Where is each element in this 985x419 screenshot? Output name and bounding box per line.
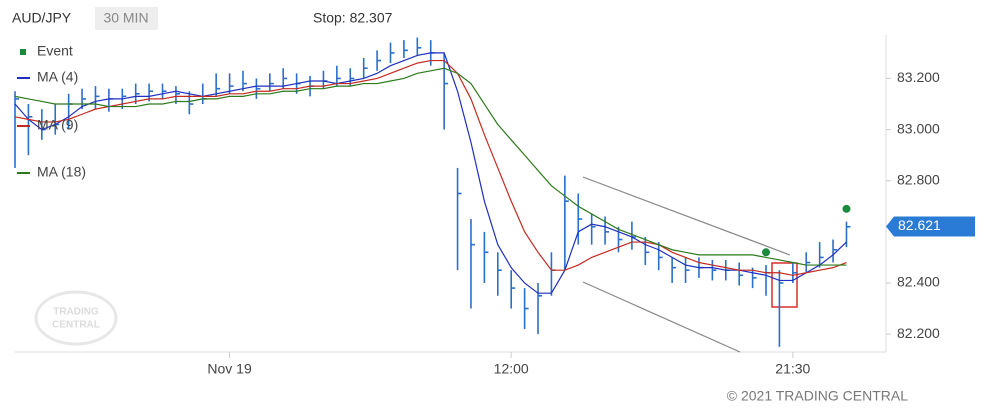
y-tick-label: 82.200	[897, 325, 940, 341]
watermark: TRADING CENTRAL	[34, 290, 118, 346]
ma-line	[14, 59, 847, 276]
price-tag	[886, 216, 975, 237]
x-tick-label: Nov 19	[207, 361, 252, 377]
legend-swatch	[20, 49, 26, 55]
watermark-text: TRADING	[53, 307, 99, 318]
legend-label: Event	[37, 43, 73, 59]
watermark-text: CENTRAL	[52, 320, 100, 331]
highlight-box	[771, 262, 798, 308]
interval: 30 MIN	[103, 10, 148, 26]
y-tick-label: 83.000	[897, 120, 940, 136]
trendline	[582, 281, 741, 353]
symbol: AUD/JPY	[12, 10, 72, 26]
y-tick-label: 82.400	[897, 274, 940, 290]
trendline	[582, 176, 791, 256]
ma-line	[14, 67, 847, 266]
y-tick-label: 82.800	[897, 171, 940, 187]
stop: Stop: 82.307	[313, 10, 393, 26]
x-tick-label: 12:00	[494, 361, 529, 377]
legend-label: MA (4)	[37, 69, 78, 85]
watermark-ring	[34, 290, 118, 346]
legend-label: MA (9)	[37, 117, 78, 133]
copyright: © 2021 TRADING CENTRAL	[727, 388, 908, 404]
event-dot	[842, 204, 851, 213]
event-dot	[762, 248, 771, 257]
y-tick-label: 83.200	[897, 69, 940, 85]
ma-line	[14, 52, 847, 294]
legend-label: MA (18)	[37, 164, 86, 180]
x-tick-label: 21:30	[775, 361, 810, 377]
price-tag-label: 82.621	[898, 217, 941, 233]
interval-box	[95, 7, 158, 30]
